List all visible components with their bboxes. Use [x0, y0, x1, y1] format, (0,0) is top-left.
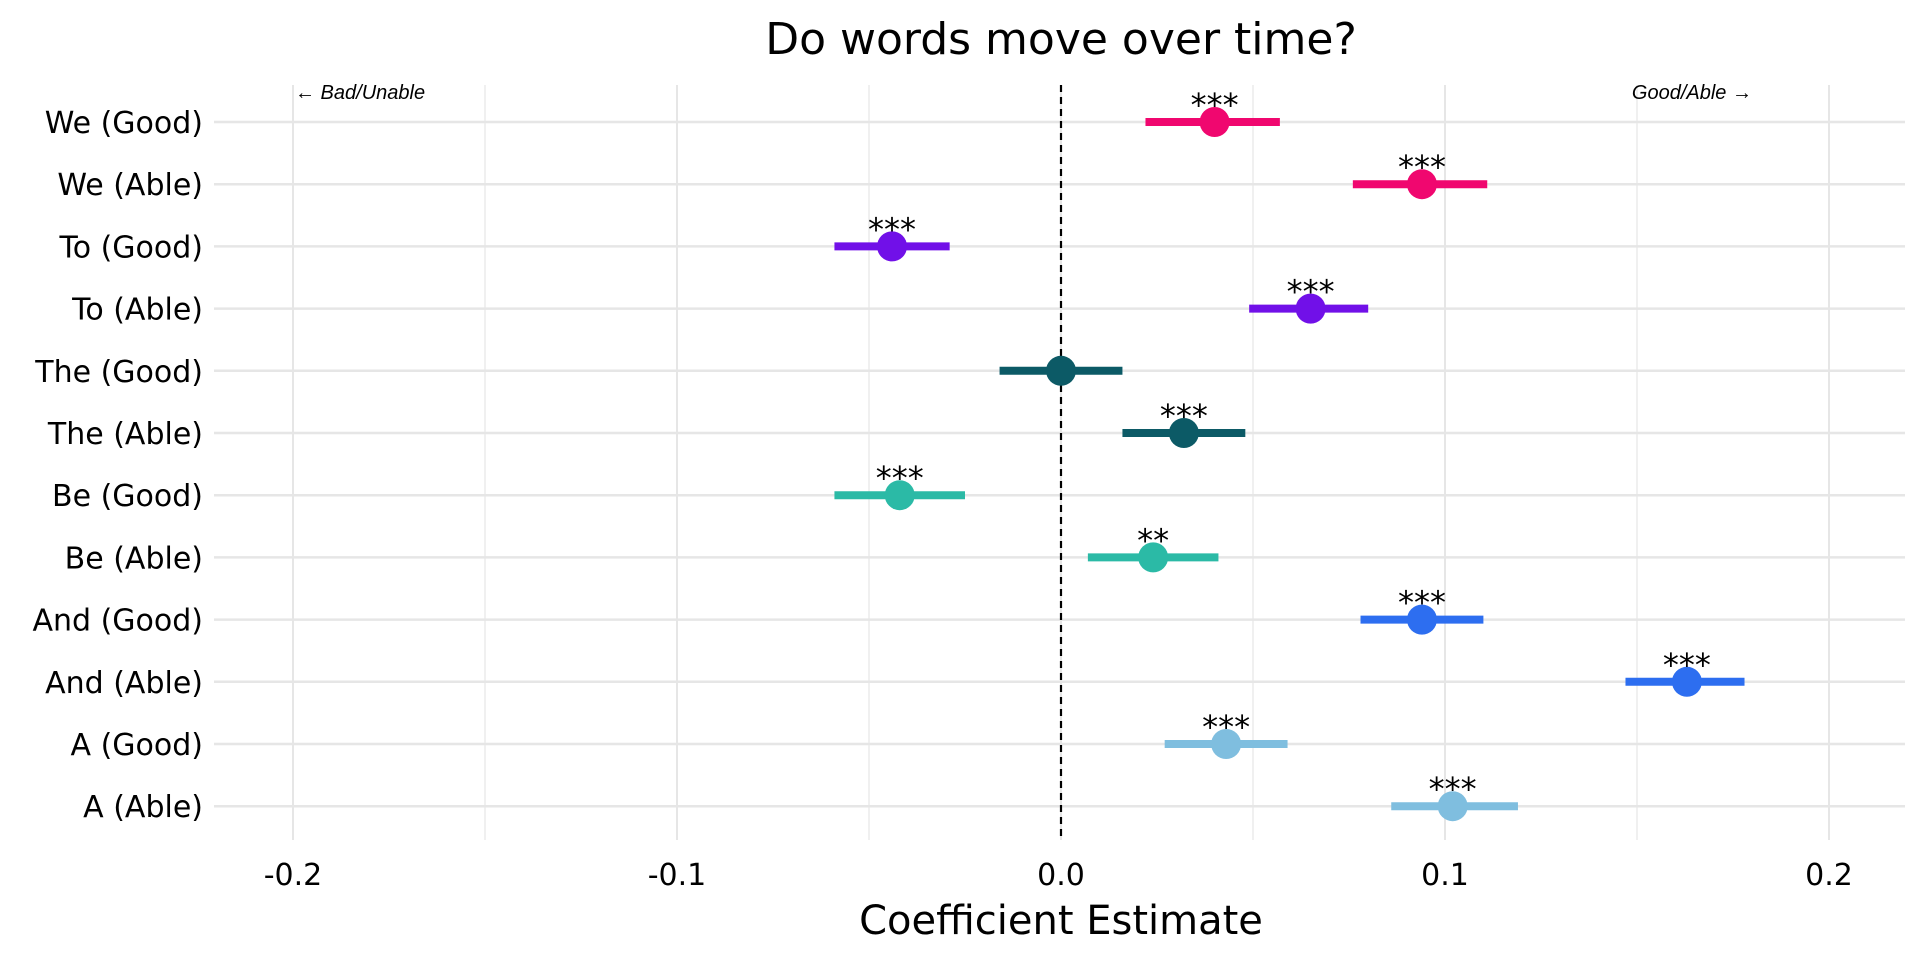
- estimate-point: [1211, 729, 1242, 759]
- estimate-point: [884, 480, 915, 511]
- chart-title: Do words move over time?: [765, 14, 1357, 65]
- x-axis-ticks: -0.2 -0.1 0.0 0.1 0.2: [264, 858, 1853, 893]
- x-tick-label: -0.1: [648, 858, 707, 893]
- x-tick-label: 0.1: [1421, 858, 1469, 893]
- right-direction-annotation: Good/Able →: [1632, 82, 1752, 104]
- estimate-point: [1295, 293, 1326, 324]
- estimate-point: [877, 231, 908, 262]
- significance-stars: ***: [1398, 148, 1446, 186]
- x-tick-label: -0.2: [264, 858, 323, 893]
- row-label: We (Able): [57, 168, 203, 203]
- row-label: A (Able): [83, 790, 203, 825]
- significance-stars: ***: [1287, 273, 1335, 311]
- row-label: To (Able): [71, 293, 203, 328]
- row-label: Be (Good): [52, 479, 203, 514]
- estimate-point: [1046, 355, 1076, 386]
- significance-stars: ***: [1398, 584, 1446, 622]
- estimate-point: [1437, 791, 1468, 822]
- significance-stars: ***: [1429, 770, 1477, 808]
- row-label: The (Good): [34, 355, 203, 390]
- significance-stars: ***: [876, 459, 924, 497]
- row-label: To (Good): [58, 230, 203, 265]
- estimate-point: [1406, 604, 1437, 635]
- x-tick-label: 0.0: [1037, 858, 1085, 893]
- x-axis-label: Coefficient Estimate: [859, 898, 1263, 944]
- significance-stars: ***: [1202, 708, 1250, 746]
- significance-stars: ***: [1191, 86, 1239, 124]
- row-label: And (Good): [32, 604, 203, 639]
- row-label: We (Good): [45, 106, 203, 141]
- significance-stars: ***: [1663, 646, 1711, 684]
- significance-stars: **: [1137, 521, 1169, 559]
- data-rows: We (Good) *** We (Able) *** To (Good) *** To (…: [32, 86, 1745, 825]
- estimate-point: [1199, 107, 1230, 137]
- row-label: And (Able): [45, 666, 203, 701]
- left-direction-annotation: ← Bad/Unable: [295, 82, 425, 104]
- row-label: Be (Able): [65, 541, 203, 576]
- x-tick-label: 0.2: [1805, 858, 1853, 893]
- row-label: A (Good): [71, 728, 203, 763]
- row-label: The (Able): [47, 417, 203, 452]
- significance-stars: ***: [868, 210, 916, 248]
- gridlines: [214, 85, 1905, 840]
- estimate-point: [1671, 666, 1702, 697]
- estimate-point: [1168, 418, 1199, 448]
- estimate-point: [1138, 542, 1169, 573]
- estimate-point: [1406, 169, 1437, 200]
- significance-stars: ***: [1160, 397, 1208, 435]
